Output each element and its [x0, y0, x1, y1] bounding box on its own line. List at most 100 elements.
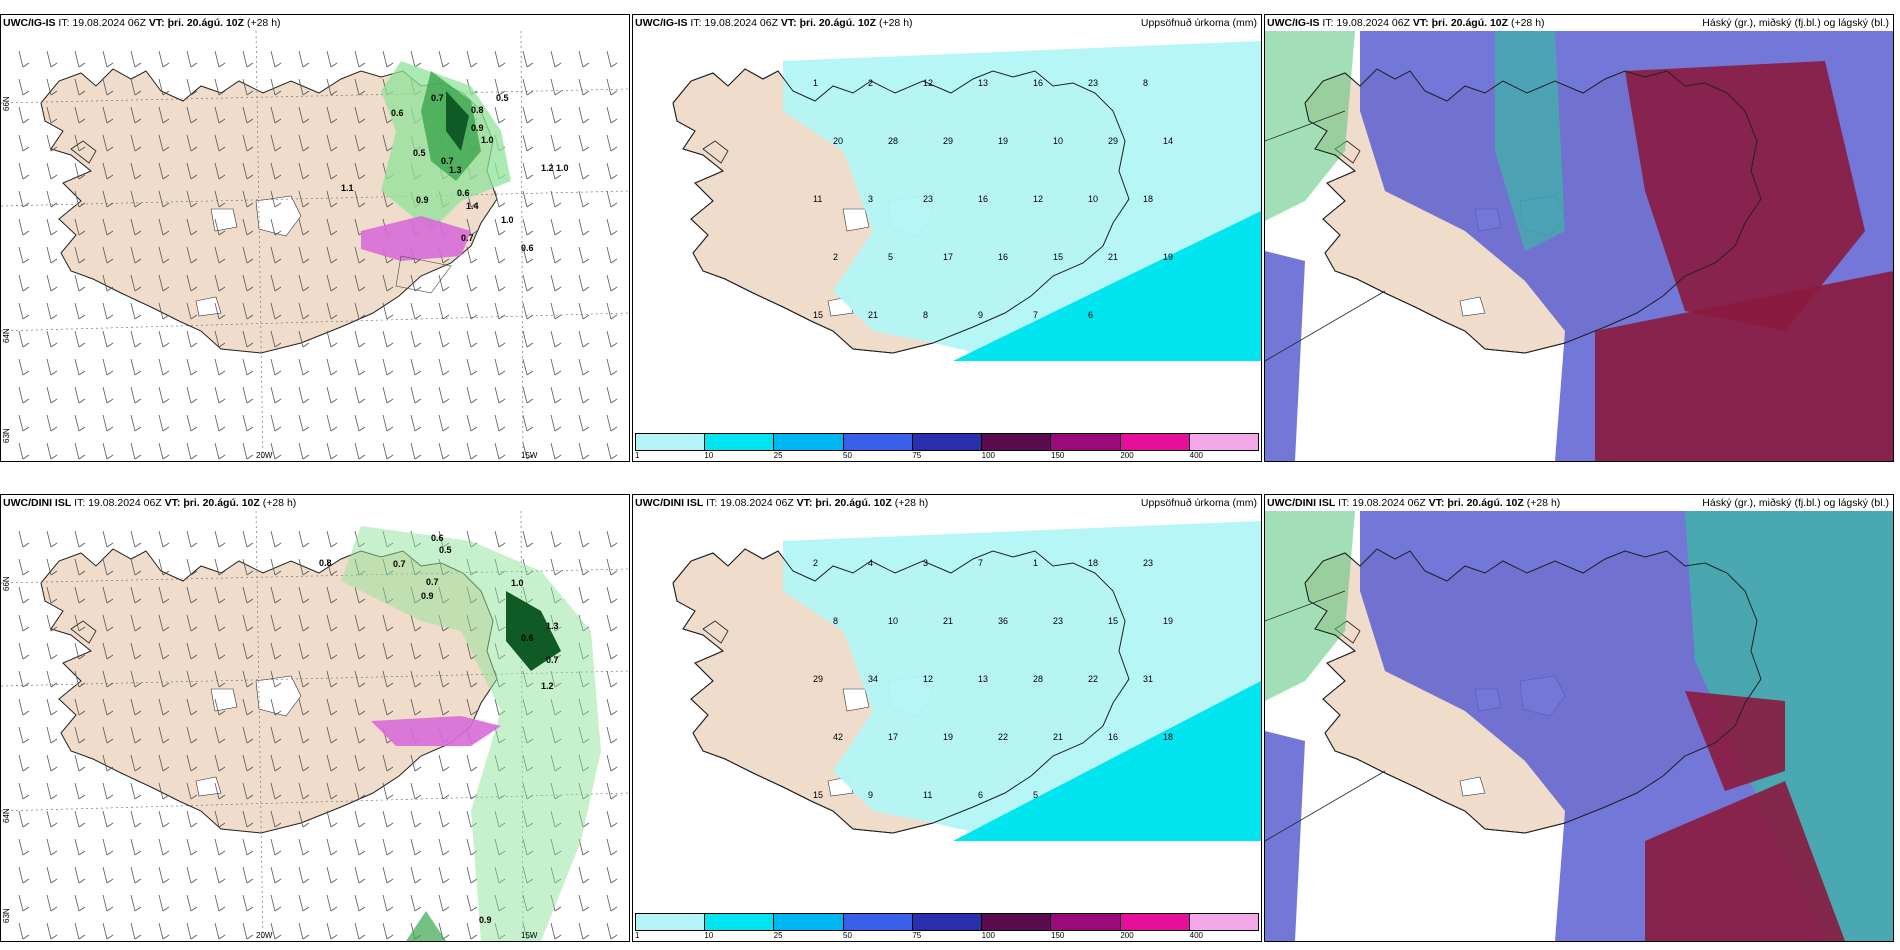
cloud-map[interactable] — [1265, 511, 1893, 941]
wind-barb — [242, 190, 254, 208]
low-cloud-area-south — [1645, 781, 1845, 941]
wind-barb — [242, 530, 254, 548]
precip-value-label: 10 — [1053, 136, 1063, 146]
wind-barb — [130, 190, 142, 208]
wind-barb — [578, 162, 590, 180]
wind-barb — [242, 50, 254, 68]
wind-barb — [130, 330, 142, 348]
precip-value-label: 4 — [868, 558, 873, 568]
wind-barb — [158, 134, 170, 152]
panel-header: UWC/DINI ISL IT: 19.08.2024 06Z VT: þri.… — [635, 497, 1257, 509]
wind-barb — [298, 78, 310, 96]
wind-barb — [130, 782, 142, 800]
precip-value-label: 15 — [1053, 252, 1063, 262]
wind-barb — [298, 274, 310, 292]
precip-map[interactable]: 2 4 3 7 1 18 23 8 10 21 36 23 15 19 29 34 12 13 28 22 31 42 17… — [633, 511, 1261, 941]
wind-map[interactable]: 0.7 0.6 0.5 0.8 0.9 1.0 0.5 0.7 1.3 0.6 1.1 0.9 1.4 0… — [1, 31, 629, 461]
wind-barb — [242, 698, 254, 716]
wind-barb — [158, 302, 170, 320]
wind-barb — [186, 922, 198, 940]
wind-barb — [438, 782, 450, 800]
wind-barb — [18, 614, 30, 632]
wind-barb — [186, 866, 198, 884]
wind-barb — [130, 386, 142, 404]
wind-barb — [494, 414, 506, 432]
wind-barb — [130, 246, 142, 264]
wind-barb — [550, 330, 562, 348]
wind-barb — [214, 698, 226, 716]
rain-value-label: 0.9 — [421, 591, 434, 601]
rain-value-label: 0.7 — [546, 655, 559, 665]
precip-value-label: 18 — [1088, 558, 1098, 568]
wind-barb — [298, 442, 310, 460]
wind-barb — [158, 810, 170, 828]
wind-barb — [214, 330, 226, 348]
wind-barb — [550, 530, 562, 548]
cloud-map[interactable] — [1265, 31, 1893, 461]
lon-label-20w: 20W — [256, 931, 273, 940]
wind-barb — [18, 782, 30, 800]
wind-barb — [102, 106, 114, 124]
wind-barb — [354, 442, 366, 460]
wind-barb — [326, 922, 338, 940]
wind-barb — [410, 894, 422, 912]
wind-map[interactable]: 0.6 0.7 0.5 0.8 0.7 0.9 1.0 1.3 0.6 0.7 1.2 0.9 20W 1… — [1, 511, 629, 941]
wind-barb — [214, 670, 226, 688]
wind-barb — [214, 78, 226, 96]
wind-barb — [214, 838, 226, 856]
wind-barb — [74, 386, 86, 404]
wind-barb — [74, 442, 86, 460]
wind-barb — [578, 246, 590, 264]
wind-barb — [18, 894, 30, 912]
wind-barb — [214, 50, 226, 68]
wind-barb — [214, 134, 226, 152]
wind-barb — [102, 726, 114, 744]
wind-barb — [186, 302, 198, 320]
wind-barb — [102, 922, 114, 940]
wind-barb — [270, 274, 282, 292]
legend-color-swatch — [843, 434, 913, 450]
wind-barb — [242, 106, 254, 124]
wind-barb — [130, 106, 142, 124]
legend-tick-label: 1 — [635, 451, 640, 460]
wind-barb — [242, 442, 254, 460]
wind-barb — [270, 782, 282, 800]
precip-value-label: 13 — [978, 674, 988, 684]
wind-barb — [46, 414, 58, 432]
wind-barb — [270, 302, 282, 320]
wind-barb — [158, 50, 170, 68]
wind-barb — [130, 894, 142, 912]
rain-value-label: 1.0 — [501, 215, 514, 225]
rain-value-label: 0.5 — [439, 545, 452, 555]
wind-barb — [466, 922, 478, 940]
panel-right-title: Háský (gr.), miðský (fj.bl.) og lágský (… — [1702, 17, 1889, 29]
wind-barb — [18, 274, 30, 292]
precip-value-label: 2 — [813, 558, 818, 568]
wind-barb — [158, 698, 170, 716]
wind-barb — [522, 134, 534, 152]
wind-barb — [606, 386, 618, 404]
wind-barb — [522, 162, 534, 180]
wind-barb — [102, 838, 114, 856]
high-cloud-area — [1265, 31, 1355, 221]
wind-barb — [102, 330, 114, 348]
wind-barb — [18, 922, 30, 940]
precip-value-label: 28 — [888, 136, 898, 146]
wind-barb — [522, 414, 534, 432]
wind-barb — [186, 782, 198, 800]
wind-barb — [130, 670, 142, 688]
wind-barb — [354, 810, 366, 828]
precip-value-label: 12 — [923, 78, 933, 88]
rain-value-label: 0.9 — [416, 195, 429, 205]
wind-barb — [158, 330, 170, 348]
wind-barb — [382, 894, 394, 912]
wind-barb — [354, 246, 366, 264]
wind-barb — [298, 106, 310, 124]
precip-map[interactable]: 1 2 12 13 16 23 8 20 28 29 19 10 29 14 11 3 23 16 12 10 18 2 5… — [633, 31, 1261, 461]
wind-barb — [326, 218, 338, 236]
wind-barb — [130, 218, 142, 236]
wind-barb — [130, 274, 142, 292]
wind-barb — [186, 586, 198, 604]
wind-barb — [102, 190, 114, 208]
wind-barb — [578, 50, 590, 68]
